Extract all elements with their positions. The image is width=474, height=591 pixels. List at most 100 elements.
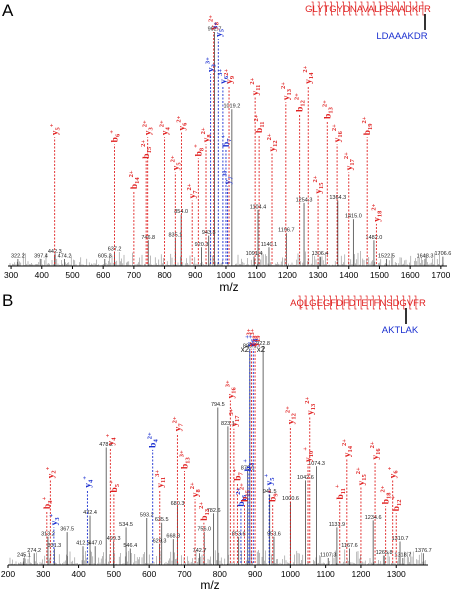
ion-charge: 3+: [222, 169, 229, 176]
peptide-sequence-a2: LDAAAKDR: [376, 31, 427, 42]
ion-charge: +: [302, 447, 309, 451]
peak-mz-label: 1019.2: [223, 104, 240, 110]
peak-mz-label: 1074.3: [308, 461, 325, 467]
ion-label: y73+: [222, 169, 235, 184]
ion-name: y: [225, 79, 235, 84]
ion-label: b112+: [253, 114, 266, 133]
ion-subscript: 6: [393, 470, 400, 474]
peak-mz-label: 943.8: [202, 230, 216, 236]
ion-subscript: 10: [308, 451, 315, 458]
fragment-bracket: [377, 295, 381, 310]
ion-charge: 2+: [266, 133, 273, 140]
ion-subscript: 3: [54, 517, 61, 521]
ion-label: b5+: [108, 480, 121, 493]
peptide-structure-a: GLYTGYDNAVALPSAADKFR LDAAAKDR: [305, 1, 431, 42]
ion-name: y: [207, 67, 217, 72]
ion-subscript: 19: [367, 123, 374, 130]
x-axis-a: 300 400 500 600 700 800 900 1000 1100 1200 1300 140…: [4, 265, 451, 280]
fragment-bracket: [335, 295, 339, 310]
peak-mz-label: 1042.6: [297, 475, 314, 481]
ion-subscript: 11: [255, 85, 262, 91]
x-tick-label: 1200: [351, 569, 370, 579]
ion-charge: 3+: [228, 408, 235, 415]
ion-subscript: 8: [195, 488, 202, 492]
ion-label: b42+: [147, 432, 160, 448]
ion-charge: 2+: [249, 77, 256, 84]
ion-charge: 2+: [171, 416, 178, 423]
ion-name: y: [191, 492, 201, 497]
peptide-sequence-b2: AKTLAK: [382, 325, 419, 336]
ion-label: y4+: [104, 434, 117, 446]
ion-name: y: [286, 419, 296, 424]
ion-label: y92+: [223, 69, 236, 84]
ion-name: y: [50, 520, 60, 525]
ion-charge: 3+: [249, 328, 256, 335]
ion-name: y: [171, 165, 181, 170]
x-tick-label: 1200: [278, 270, 297, 280]
ion-subscript: 5: [175, 162, 182, 166]
ion-subscript: 15: [361, 473, 368, 480]
ion-name: b: [130, 184, 140, 189]
ion-name: b: [255, 128, 265, 133]
x-tick-label: 1600: [401, 270, 420, 280]
ion-subscript: 18: [252, 335, 259, 342]
ion-charge: 2+: [238, 483, 245, 490]
ion-label: y53+: [212, 22, 225, 37]
ion-label: y193+: [249, 328, 262, 347]
peak-mz-label: 1254.3: [296, 197, 313, 203]
ion-subscript: 17: [234, 415, 241, 422]
ion-subscript: 12: [300, 100, 307, 107]
fragment-bracket: [421, 1, 425, 16]
ion-subscript: 13: [327, 106, 334, 113]
ion-name: y: [177, 126, 187, 131]
ion-charge: +: [263, 473, 270, 477]
ion-name: b: [336, 494, 346, 499]
ion-charge: 2+: [341, 439, 348, 446]
ion-label: b9+: [267, 489, 280, 502]
ion-charge: 2+: [253, 114, 260, 121]
x-tick-label: 900: [248, 569, 262, 579]
ion-label: y142+: [341, 439, 354, 458]
ion-subscript: 15: [146, 146, 153, 153]
fragment-bracket: [329, 1, 333, 16]
ion-subscript: 19: [255, 335, 262, 342]
peak-mz-label: 1310.7: [392, 536, 409, 542]
ion-name: y: [156, 483, 166, 488]
ion-charge: 2+: [235, 488, 242, 495]
fragment-bracket: [396, 295, 400, 310]
ion-label: y132+: [280, 82, 293, 101]
ion-label: y152+: [312, 175, 325, 194]
ion-name: b: [392, 506, 402, 511]
ion-charge: 3+: [246, 328, 253, 335]
ion-subscript: 13: [204, 508, 211, 515]
ion-charge: 3+: [205, 57, 212, 64]
ion-subscript: 4: [87, 479, 94, 483]
ion-name: y: [161, 130, 171, 135]
scale-annotation-2: x2: [257, 345, 266, 354]
ion-label: b192+: [361, 116, 374, 135]
ion-subscript: 16: [337, 130, 344, 137]
ion-label: y5+: [49, 123, 62, 135]
ion-name: y: [230, 422, 240, 427]
ion-subscript: 5: [269, 477, 276, 481]
ion-name: b: [240, 497, 250, 502]
x-tick-label: 1400: [339, 270, 358, 280]
ion-name: b: [142, 153, 152, 158]
ion-label: y32+: [142, 120, 155, 135]
ion-label: y52+: [169, 155, 182, 170]
ion-charge: +: [49, 123, 56, 127]
ion-label: y9+: [247, 335, 260, 347]
ion-name: y: [46, 473, 56, 478]
ion-subscript: 13: [310, 403, 317, 410]
ion-charge: +: [220, 134, 227, 138]
ion-name: y: [251, 342, 261, 347]
peak-mz-label: 1706.6: [434, 251, 451, 257]
fragment-bracket: [384, 1, 388, 16]
fragment-bracket: [403, 1, 407, 16]
ion-subscript: 13: [286, 88, 293, 95]
ion-charge: +: [44, 466, 51, 470]
x-tick-label: 1700: [431, 270, 450, 280]
ion-label: b133+: [178, 450, 191, 469]
peak-mz-label: 1196.7: [278, 228, 294, 234]
ion-label: b12+: [390, 496, 403, 512]
